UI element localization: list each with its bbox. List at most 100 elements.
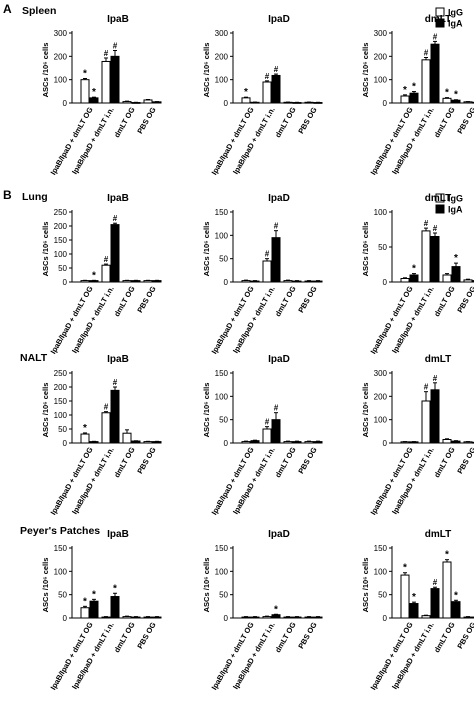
x-tick-label: dmLT OG bbox=[432, 445, 457, 479]
x-tick-label: PBS OG bbox=[455, 445, 474, 475]
bar-iga bbox=[451, 440, 461, 444]
significance-mark: * bbox=[83, 69, 87, 80]
y-tick-label: 0 bbox=[63, 99, 68, 108]
panel-letter: B bbox=[3, 188, 12, 202]
y-tick-label: 150 bbox=[215, 544, 229, 553]
bar-iga bbox=[131, 440, 141, 444]
panel-title: Peyer's Patches bbox=[20, 525, 100, 537]
legend-swatch bbox=[435, 193, 445, 203]
y-tick-label: 200 bbox=[54, 222, 68, 231]
y-axis-label: ASCs /10⁶ cells bbox=[202, 383, 211, 438]
x-tick-label: PBS OG bbox=[455, 105, 474, 135]
x-tick-label: dmLT OG bbox=[432, 284, 457, 318]
y-tick-label: 0 bbox=[383, 99, 388, 108]
significance-mark: * bbox=[113, 583, 117, 594]
bar-igg bbox=[463, 616, 473, 619]
y-tick-label: 300 bbox=[374, 29, 388, 38]
y-tick-label: 150 bbox=[374, 544, 388, 553]
x-tick-label: dmLT OG bbox=[432, 105, 457, 139]
bar-iga bbox=[250, 616, 260, 619]
bar-igg bbox=[421, 615, 431, 619]
bar-igg bbox=[463, 279, 473, 283]
x-tick-label: PBS OG bbox=[135, 620, 157, 650]
y-tick-label: 200 bbox=[54, 383, 68, 392]
chart-title: IpaD bbox=[268, 193, 290, 204]
bar-iga bbox=[451, 601, 461, 619]
bar-iga bbox=[409, 603, 419, 619]
bar-iga bbox=[430, 389, 440, 444]
bar-igg bbox=[101, 264, 111, 283]
y-tick-label: 100 bbox=[374, 567, 388, 576]
bar-igg bbox=[122, 101, 132, 104]
significance-mark: * bbox=[92, 270, 96, 281]
bar-igg bbox=[241, 97, 251, 104]
y-axis-label: ASCs /10⁶ cells bbox=[361, 558, 370, 613]
bar-igg bbox=[80, 607, 90, 619]
significance-mark: # bbox=[433, 578, 438, 587]
y-tick-label: 100 bbox=[54, 76, 68, 85]
bar-igg bbox=[262, 616, 272, 619]
y-tick-label: 0 bbox=[383, 278, 388, 287]
significance-mark: # bbox=[274, 404, 279, 413]
significance-mark: * bbox=[412, 264, 416, 275]
y-tick-label: 50 bbox=[219, 591, 228, 600]
bar-igg bbox=[241, 280, 251, 283]
y-tick-label: 200 bbox=[374, 392, 388, 401]
y-tick-label: 100 bbox=[374, 416, 388, 425]
x-tick-label: PBS OG bbox=[296, 105, 318, 135]
y-axis-label: ASCs /10⁶ cells bbox=[202, 222, 211, 277]
significance-mark: * bbox=[454, 253, 458, 264]
y-tick-label: 0 bbox=[224, 614, 229, 623]
bar-igg bbox=[262, 428, 272, 444]
significance-mark: # bbox=[424, 49, 429, 58]
y-tick-label: 300 bbox=[374, 369, 388, 378]
y-tick-label: 50 bbox=[58, 264, 67, 273]
bar-igg bbox=[80, 433, 90, 444]
y-tick-label: 150 bbox=[215, 208, 229, 217]
bar-igg bbox=[283, 616, 293, 619]
bar-iga bbox=[250, 280, 260, 283]
bar-iga bbox=[110, 224, 120, 283]
y-tick-label: 0 bbox=[224, 278, 229, 287]
significance-mark: # bbox=[265, 418, 270, 427]
y-axis-label: ASCs /10⁶ cells bbox=[202, 558, 211, 613]
x-tick-label: PBS OG bbox=[455, 284, 474, 314]
chart-title: IpaB bbox=[107, 14, 129, 25]
bar-igg bbox=[262, 260, 272, 283]
bar-iga bbox=[313, 441, 323, 444]
x-tick-label: dmLT OG bbox=[112, 105, 137, 139]
y-tick-label: 100 bbox=[215, 392, 229, 401]
y-axis-label: ASCs /10⁶ cells bbox=[41, 43, 50, 98]
chart-title: IpaD bbox=[268, 14, 290, 25]
significance-mark: # bbox=[274, 222, 279, 231]
significance-mark: * bbox=[244, 87, 248, 98]
bar-iga bbox=[110, 389, 120, 444]
y-axis-label: ASCs /10⁶ cells bbox=[202, 43, 211, 98]
bar-igg bbox=[241, 441, 251, 444]
chart-title: dmLT bbox=[425, 193, 451, 204]
significance-mark: # bbox=[433, 224, 438, 233]
legend-swatch bbox=[435, 7, 445, 17]
significance-mark: # bbox=[104, 403, 109, 412]
y-tick-label: 150 bbox=[215, 369, 229, 378]
x-tick-label: dmLT OG bbox=[273, 284, 298, 318]
significance-mark: * bbox=[83, 423, 87, 434]
bar-igg bbox=[101, 616, 111, 619]
bar-igg bbox=[304, 616, 314, 619]
legend-label: IgG bbox=[448, 8, 463, 18]
x-tick-label: PBS OG bbox=[296, 620, 318, 650]
y-tick-label: 50 bbox=[219, 255, 228, 264]
bar-igg bbox=[262, 81, 272, 104]
significance-mark: # bbox=[433, 374, 438, 383]
y-tick-label: 0 bbox=[224, 99, 229, 108]
significance-mark: * bbox=[403, 563, 407, 574]
